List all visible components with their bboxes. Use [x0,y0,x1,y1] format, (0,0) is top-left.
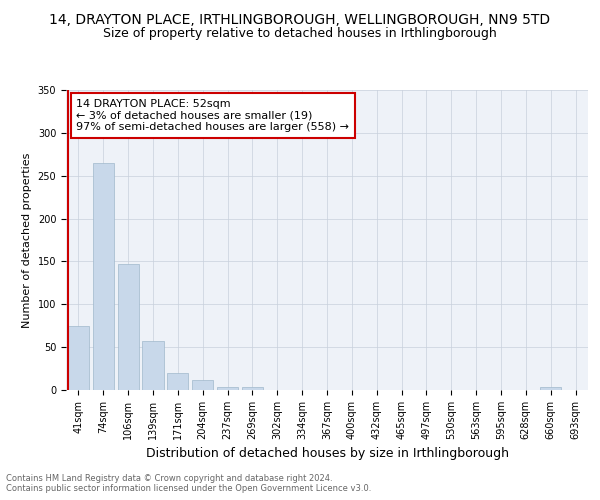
Bar [242,386,263,390]
Bar [142,341,164,390]
Text: 14, DRAYTON PLACE, IRTHLINGBOROUGH, WELLINGBOROUGH, NN9 5TD: 14, DRAYTON PLACE, IRTHLINGBOROUGH, WELL… [49,12,551,26]
Bar [68,326,89,390]
Text: 14 DRAYTON PLACE: 52sqm
← 3% of detached houses are smaller (19)
97% of semi-det: 14 DRAYTON PLACE: 52sqm ← 3% of detached… [76,99,349,132]
Text: Contains HM Land Registry data © Crown copyright and database right 2024.: Contains HM Land Registry data © Crown c… [6,474,332,483]
Bar [118,264,139,390]
Bar [167,373,188,390]
Bar [540,386,561,390]
Text: Contains public sector information licensed under the Open Government Licence v3: Contains public sector information licen… [6,484,371,493]
Y-axis label: Number of detached properties: Number of detached properties [22,152,32,328]
X-axis label: Distribution of detached houses by size in Irthlingborough: Distribution of detached houses by size … [146,448,509,460]
Text: Size of property relative to detached houses in Irthlingborough: Size of property relative to detached ho… [103,28,497,40]
Bar [93,163,114,390]
Bar [217,386,238,390]
Bar [192,380,213,390]
